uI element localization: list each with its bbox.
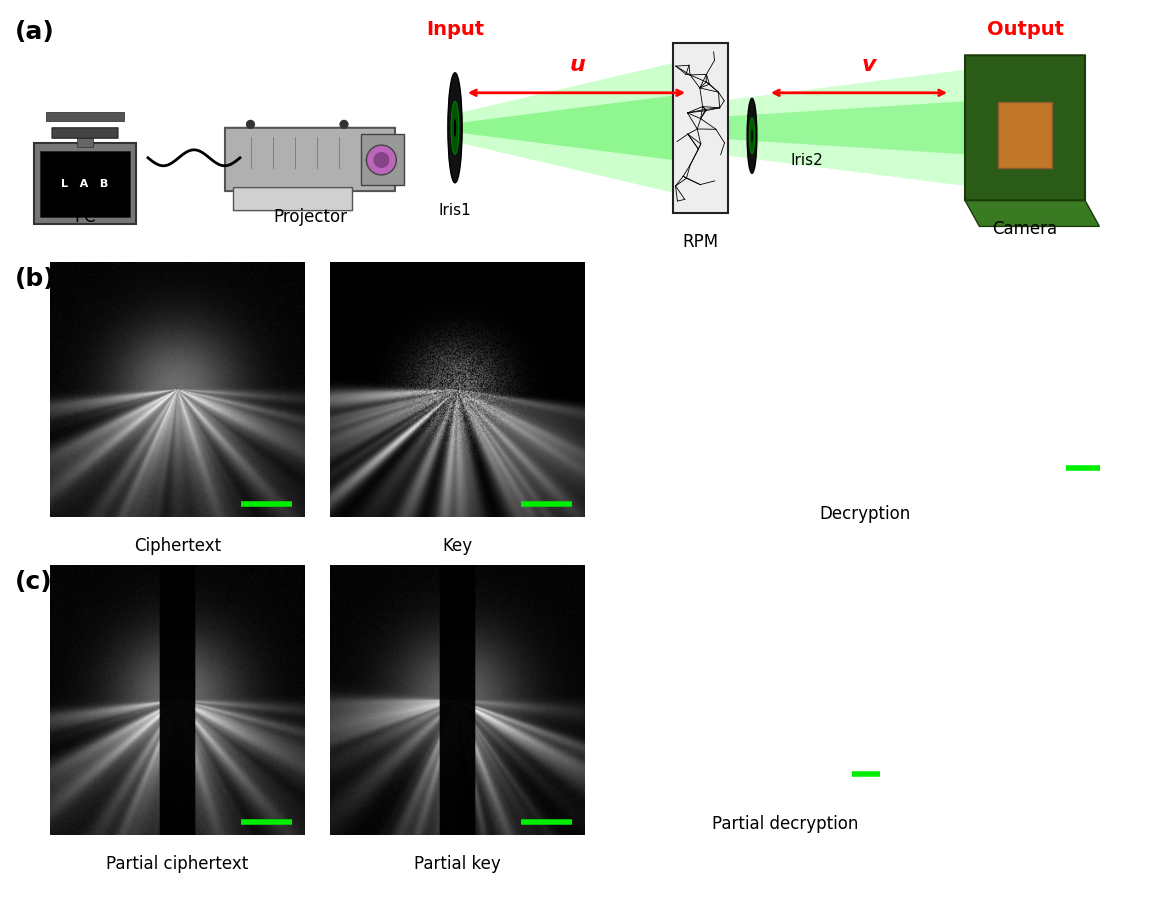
Circle shape [367,145,396,175]
Text: RPM: RPM [682,233,718,251]
FancyBboxPatch shape [234,188,353,211]
Bar [40,150,130,216]
FancyBboxPatch shape [965,55,1085,200]
Polygon shape [460,58,695,198]
Text: Output: Output [987,20,1064,39]
Text: Partial decryption: Partial decryption [711,815,858,833]
Circle shape [340,120,348,129]
FancyBboxPatch shape [34,143,135,224]
Ellipse shape [454,118,457,137]
Bar [997,103,1052,168]
FancyBboxPatch shape [225,127,395,191]
Text: L   A   B: L A B [62,179,109,189]
Text: Camera: Camera [993,220,1057,238]
Text: Key: Key [443,537,473,555]
Text: (a): (a) [15,20,55,44]
Text: Partial ciphertext: Partial ciphertext [106,855,249,873]
Polygon shape [705,62,1020,193]
Text: Iris2: Iris2 [790,153,822,168]
Text: B: B [999,367,1026,404]
Text: L: L [717,367,738,404]
Text: Partial key: Partial key [415,855,501,873]
Ellipse shape [447,72,463,182]
Circle shape [374,152,389,168]
Ellipse shape [750,117,755,154]
Polygon shape [705,98,1020,158]
Bar [46,112,124,121]
Text: A: A [767,662,802,710]
Text: (c): (c) [15,570,53,594]
Ellipse shape [748,98,757,173]
Text: v: v [862,55,876,75]
Ellipse shape [751,129,753,142]
Text: Iris1: Iris1 [439,203,472,218]
Bar [77,136,93,148]
Text: Input: Input [426,20,484,39]
Bar [361,134,403,185]
Polygon shape [460,93,695,163]
Text: Projector: Projector [273,208,347,226]
Text: Ciphertext: Ciphertext [134,537,221,555]
Text: A: A [851,367,878,404]
Circle shape [246,120,255,129]
Text: PC: PC [75,208,96,226]
Bar [673,43,728,213]
Ellipse shape [451,102,459,154]
Polygon shape [965,200,1099,226]
Text: u: u [570,55,585,75]
Text: Decryption: Decryption [820,505,911,523]
Text: (b): (b) [15,267,56,291]
FancyBboxPatch shape [53,127,118,138]
